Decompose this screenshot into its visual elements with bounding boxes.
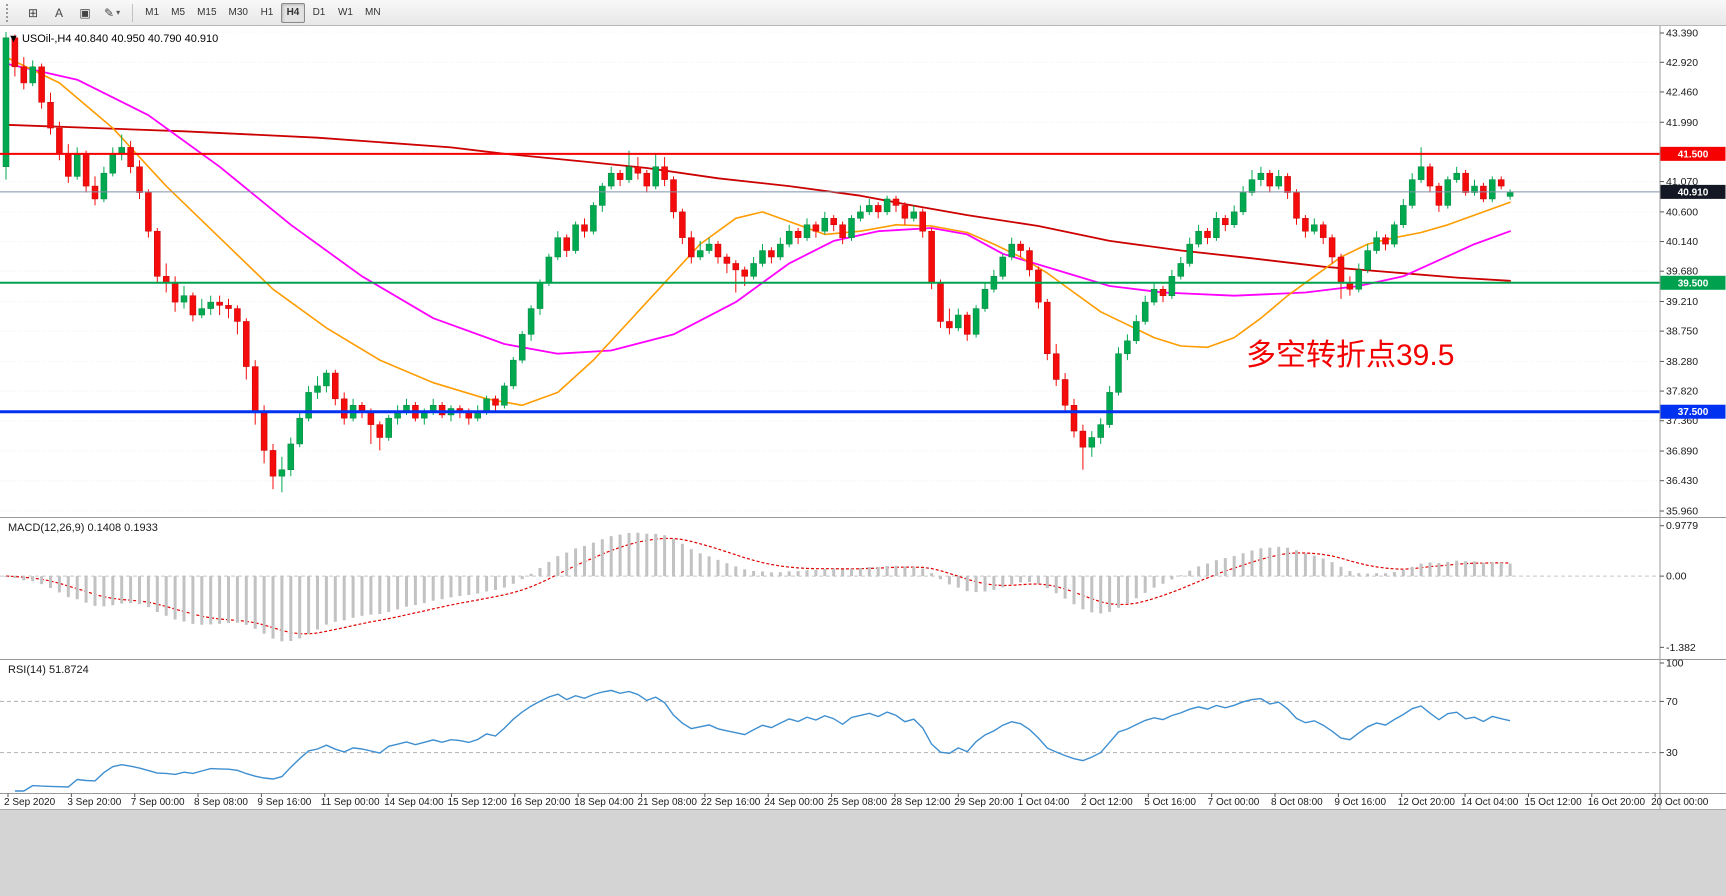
- object-box-icon: ▣: [79, 5, 91, 20]
- svg-text:9 Sep 16:00: 9 Sep 16:00: [257, 797, 311, 808]
- toolbar-separator: [132, 3, 134, 22]
- macd-panel: [0, 537, 1660, 635]
- svg-text:7 Oct 00:00: 7 Oct 00:00: [1208, 797, 1260, 808]
- price-badges: 41.500 39.500 37.500 40.910: [1660, 146, 1726, 419]
- svg-text:22 Sep 16:00: 22 Sep 16:00: [701, 797, 761, 808]
- price-axis: 43.39042.92042.46041.99041.53041.07040.6…: [1660, 28, 1698, 759]
- svg-text:0.9779: 0.9779: [1666, 520, 1698, 532]
- svg-text:35.960: 35.960: [1666, 506, 1698, 518]
- svg-text:14 Sep 04:00: 14 Sep 04:00: [384, 797, 444, 808]
- chart-grid-icon: ⊞: [27, 5, 39, 20]
- svg-text:24 Sep 00:00: 24 Sep 00:00: [764, 797, 824, 808]
- svg-text:12 Oct 20:00: 12 Oct 20:00: [1398, 797, 1456, 808]
- svg-text:38.280: 38.280: [1666, 356, 1698, 368]
- horizontal-lines-layer: [0, 152, 1660, 414]
- svg-text:16 Sep 20:00: 16 Sep 20:00: [511, 797, 571, 808]
- macd-histogram: [4, 532, 1512, 642]
- svg-text:41.500: 41.500: [1678, 149, 1709, 160]
- chevron-down-icon: ▾: [116, 8, 121, 17]
- draw-tool-button[interactable]: ✎ ▾: [99, 3, 125, 23]
- svg-text:39.210: 39.210: [1666, 296, 1698, 308]
- moving-averages-layer: [5, 56, 1511, 407]
- chart-area[interactable]: 43.39042.92042.46041.99041.53041.07040.6…: [0, 26, 1726, 809]
- svg-text:30: 30: [1666, 747, 1678, 759]
- svg-text:0.00: 0.00: [1666, 571, 1687, 583]
- short-ma-line: [5, 56, 1511, 407]
- svg-text:3 Sep 20:00: 3 Sep 20:00: [67, 797, 121, 808]
- svg-text:36.890: 36.890: [1666, 446, 1698, 458]
- svg-text:1 Oct 04:00: 1 Oct 04:00: [1018, 797, 1070, 808]
- rsi-label: RSI(14) 51.8724: [8, 664, 89, 676]
- rsi-panel: [0, 689, 1660, 792]
- svg-text:28 Sep 12:00: 28 Sep 12:00: [891, 797, 951, 808]
- svg-text:21 Sep 08:00: 21 Sep 08:00: [638, 797, 698, 808]
- svg-text:8 Sep 08:00: 8 Sep 08:00: [194, 797, 248, 808]
- timeframe-d1-button[interactable]: D1: [307, 3, 331, 23]
- svg-text:9 Oct 16:00: 9 Oct 16:00: [1334, 797, 1386, 808]
- panel-titles: ▼ USOil-,H4 40.840 40.950 40.790 40.910 M…: [8, 33, 218, 676]
- svg-text:40.600: 40.600: [1666, 206, 1698, 218]
- svg-text:40.140: 40.140: [1666, 236, 1698, 248]
- svg-text:14 Oct 04:00: 14 Oct 04:00: [1461, 797, 1519, 808]
- svg-text:41.990: 41.990: [1666, 117, 1698, 129]
- svg-text:29 Sep 20:00: 29 Sep 20:00: [954, 797, 1014, 808]
- svg-text:38.750: 38.750: [1666, 326, 1698, 338]
- toolbar: ⊞ A ▣ ✎ ▾ M1 M5 M15 M30 H1 H4 D1 W1 MN: [0, 0, 1726, 26]
- cursor-tool-icon: A: [54, 5, 63, 20]
- draw-tool-icon: ✎: [104, 5, 115, 20]
- timeframe-h4-button[interactable]: H4: [280, 2, 305, 23]
- svg-text:5 Oct 16:00: 5 Oct 16:00: [1144, 797, 1196, 808]
- timeframe-m30-button[interactable]: M30: [224, 3, 253, 23]
- chart-canvas[interactable]: 43.39042.92042.46041.99041.53041.07040.6…: [0, 26, 1726, 809]
- timeframe-m1-button[interactable]: M1: [140, 3, 164, 23]
- chart-annotation: 多空转折点39.5: [1246, 339, 1455, 372]
- svg-text:37.500: 37.500: [1678, 407, 1709, 418]
- timeframe-mn-button[interactable]: MN: [360, 3, 386, 23]
- mid-ma-line: [5, 62, 1511, 355]
- svg-text:39.680: 39.680: [1666, 266, 1698, 278]
- svg-text:36.430: 36.430: [1666, 475, 1698, 487]
- svg-text:18 Sep 04:00: 18 Sep 04:00: [574, 797, 634, 808]
- object-box-button[interactable]: ▣: [73, 3, 97, 23]
- macd-label: MACD(12,26,9) 0.1408 0.1933: [8, 522, 158, 534]
- chart-grid-button[interactable]: ⊞: [21, 3, 45, 23]
- svg-text:39.500: 39.500: [1678, 278, 1709, 289]
- rsi-line: [14, 689, 1511, 792]
- timeframe-w1-button[interactable]: W1: [333, 3, 358, 23]
- svg-text:70: 70: [1666, 696, 1678, 708]
- svg-text:37.820: 37.820: [1666, 386, 1698, 398]
- svg-text:40.910: 40.910: [1678, 187, 1709, 198]
- svg-text:16 Oct 20:00: 16 Oct 20:00: [1588, 797, 1646, 808]
- panel-borders: [0, 26, 1726, 809]
- svg-text:15 Sep 12:00: 15 Sep 12:00: [447, 797, 507, 808]
- bottom-strip: [0, 809, 1726, 896]
- macd-signal-line: [5, 537, 1511, 635]
- symbol-title: ▼ USOil-,H4 40.840 40.950 40.790 40.910: [8, 33, 218, 45]
- svg-text:-1.382: -1.382: [1666, 642, 1696, 654]
- timeframe-h1-button[interactable]: H1: [255, 3, 279, 23]
- svg-text:42.460: 42.460: [1666, 86, 1698, 98]
- price-gridlines: [0, 31, 1660, 512]
- long-ma-line: [5, 123, 1511, 282]
- svg-text:42.920: 42.920: [1666, 57, 1698, 69]
- svg-text:2 Oct 12:00: 2 Oct 12:00: [1081, 797, 1133, 808]
- svg-text:7 Sep 00:00: 7 Sep 00:00: [131, 797, 185, 808]
- svg-text:8 Oct 08:00: 8 Oct 08:00: [1271, 797, 1323, 808]
- svg-text:43.390: 43.390: [1666, 28, 1698, 40]
- svg-text:100: 100: [1666, 658, 1684, 670]
- toolbar-grip[interactable]: [6, 3, 13, 22]
- time-axis: 2 Sep 2020 3 Sep 20:00 7 Sep 00:00 8 Sep 08…: [4, 793, 1709, 808]
- timeframe-m5-button[interactable]: M5: [166, 3, 190, 23]
- timeframe-m15-button[interactable]: M15: [192, 3, 221, 23]
- svg-text:15 Oct 12:00: 15 Oct 12:00: [1524, 797, 1582, 808]
- svg-text:11 Sep 00:00: 11 Sep 00:00: [321, 797, 380, 808]
- svg-text:20 Oct 00:00: 20 Oct 00:00: [1651, 797, 1709, 808]
- cursor-tool-button[interactable]: A: [47, 3, 71, 23]
- svg-text:2 Sep 2020: 2 Sep 2020: [4, 797, 56, 808]
- svg-text:25 Sep 08:00: 25 Sep 08:00: [828, 797, 888, 808]
